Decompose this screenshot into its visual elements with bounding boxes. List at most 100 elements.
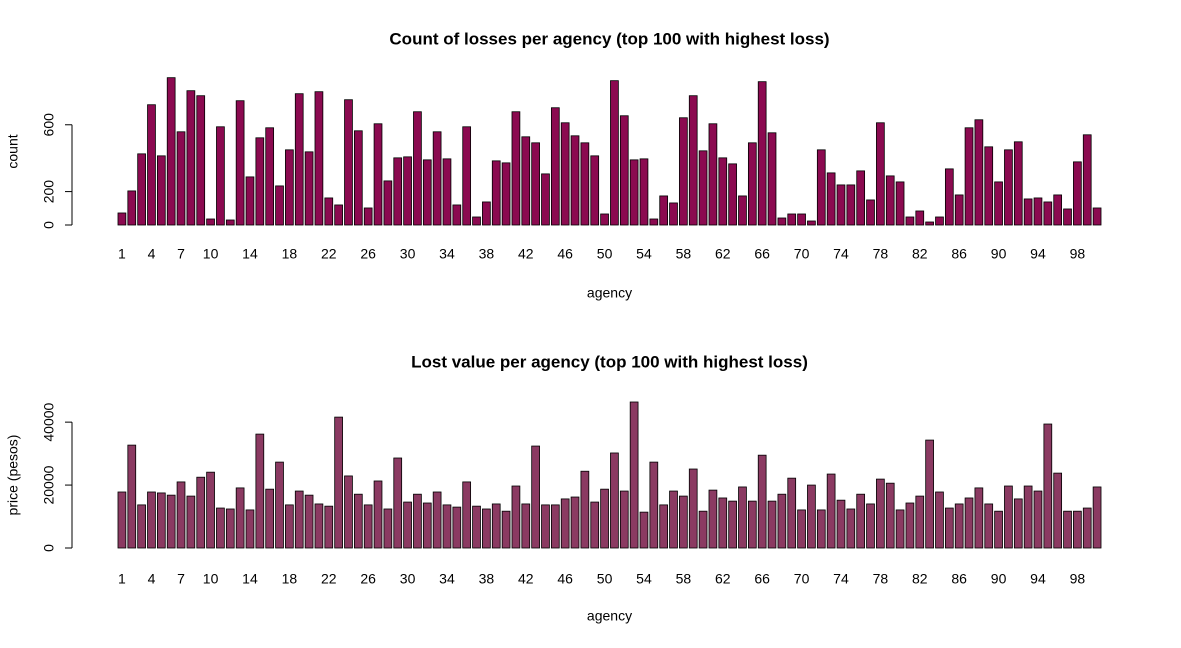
- bar: [127, 444, 137, 549]
- bar: [984, 146, 994, 226]
- bar: [974, 487, 984, 549]
- bar: [659, 504, 669, 549]
- x-tick-label: 1: [118, 246, 126, 262]
- bar: [550, 504, 560, 549]
- x-tick-label: 94: [1030, 246, 1046, 262]
- bar: [235, 100, 245, 226]
- x-tick-label: 50: [597, 246, 613, 262]
- y-tick-label: 200: [41, 180, 57, 204]
- bar: [836, 184, 846, 226]
- bar: [245, 176, 255, 226]
- bar: [816, 509, 826, 549]
- bar: [1082, 507, 1092, 549]
- bar: [994, 181, 1003, 226]
- bar: [482, 508, 491, 549]
- x-tick-label: 66: [754, 571, 770, 587]
- bar: [166, 77, 176, 226]
- bar: [895, 509, 905, 549]
- bar: [1033, 197, 1043, 226]
- bar: [501, 510, 511, 549]
- bar: [944, 507, 954, 549]
- bar: [472, 505, 481, 549]
- y-tick-label: 20000: [41, 465, 57, 504]
- bar: [353, 493, 363, 549]
- bar: [935, 216, 944, 226]
- chart-title: Count of losses per agency (top 100 with…: [389, 29, 829, 48]
- x-tick-label: 4: [148, 571, 156, 587]
- bar: [639, 158, 649, 226]
- bar: [491, 160, 501, 226]
- bar: [531, 142, 540, 226]
- x-tick-label: 18: [282, 571, 298, 587]
- bar: [511, 111, 521, 226]
- bar: [767, 132, 777, 226]
- bar: [1092, 207, 1102, 226]
- bar: [344, 475, 353, 549]
- bar: [373, 123, 383, 226]
- bar: [580, 470, 590, 549]
- x-tick-label: 4: [148, 246, 156, 262]
- bar: [373, 480, 383, 549]
- bar: [363, 504, 373, 549]
- bar: [216, 507, 225, 549]
- bar: [550, 107, 560, 226]
- bar: [905, 502, 915, 549]
- bar: [383, 180, 393, 226]
- bar: [304, 151, 314, 226]
- bar: [925, 439, 934, 549]
- bar: [314, 91, 324, 226]
- x-axis-label: agency: [587, 608, 632, 624]
- bar: [541, 173, 550, 226]
- bar: [422, 502, 432, 549]
- bar: [757, 81, 767, 226]
- bar: [324, 197, 334, 226]
- x-tick-label: 94: [1030, 571, 1046, 587]
- bar: [807, 220, 816, 226]
- bar: [1073, 510, 1082, 549]
- bar: [649, 218, 659, 226]
- bar: [462, 126, 472, 226]
- bar: [137, 504, 146, 549]
- y-tick-label: 40000: [41, 402, 57, 441]
- bar: [856, 170, 866, 226]
- bar: [432, 491, 442, 549]
- bar: [688, 468, 698, 549]
- bar: [225, 508, 235, 549]
- bar: [127, 190, 137, 226]
- bar: [669, 490, 678, 549]
- bar: [688, 95, 698, 226]
- bar: [708, 123, 718, 226]
- x-tick-label: 54: [636, 571, 652, 587]
- x-tick-label: 1: [118, 571, 126, 587]
- bar: [275, 461, 284, 549]
- bar: [334, 204, 343, 226]
- bar: [619, 115, 629, 226]
- bar: [1013, 141, 1023, 226]
- x-tick-label: 98: [1070, 246, 1086, 262]
- bar: [393, 157, 403, 226]
- bar: [570, 135, 580, 226]
- bar: [826, 172, 836, 226]
- bar: [846, 184, 856, 226]
- bar: [816, 149, 826, 226]
- bar: [600, 488, 609, 549]
- bar: [541, 504, 550, 549]
- x-tick-label: 10: [203, 246, 219, 262]
- x-tick-label: 22: [321, 246, 337, 262]
- bar: [895, 181, 905, 226]
- bar: [521, 503, 531, 549]
- x-tick-label: 10: [203, 571, 219, 587]
- bar: [1023, 485, 1033, 549]
- y-tick-label: 600: [41, 113, 57, 137]
- bar: [383, 508, 393, 549]
- y-axis-label: price (pesos): [5, 435, 21, 516]
- y-axis-label: count: [5, 134, 21, 168]
- bar: [807, 484, 816, 549]
- bar: [275, 185, 284, 226]
- bar: [659, 195, 669, 226]
- bar: [334, 416, 343, 549]
- bar: [560, 122, 570, 226]
- bar: [876, 478, 885, 549]
- bar: [1073, 161, 1082, 226]
